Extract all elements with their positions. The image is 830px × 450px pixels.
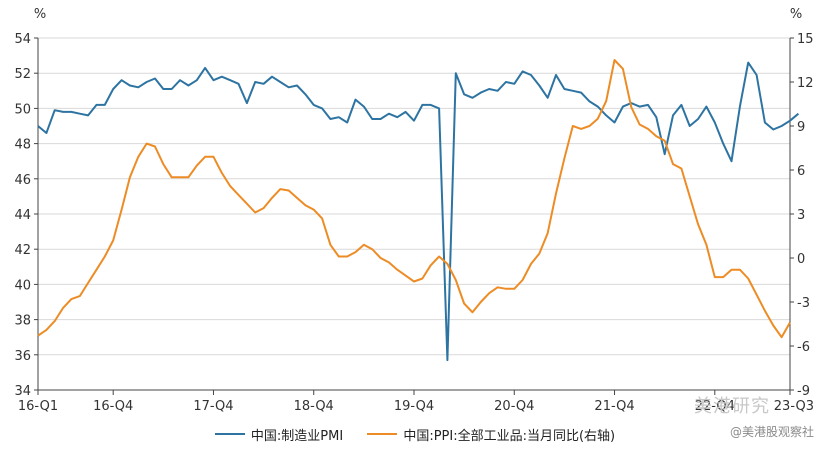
right-tick-label: 9 bbox=[797, 120, 805, 135]
right-axis-ticks: -9 -6 -3 0 3 6 9 12 15 bbox=[790, 32, 814, 399]
right-tick-label: -3 bbox=[797, 296, 810, 311]
legend-label-pmi: 中国:制造业PMI bbox=[250, 428, 344, 444]
left-tick-label: 40 bbox=[14, 278, 31, 293]
legend: 中国:制造业PMI 中国:PPI:全部工业品:当月同比(右轴) bbox=[0, 424, 830, 444]
legend-swatch-pmi bbox=[214, 433, 245, 435]
gridlines bbox=[38, 37, 790, 356]
right-tick-label: 12 bbox=[797, 76, 814, 91]
x-tick-label: 17-Q4 bbox=[193, 399, 233, 414]
x-axis-ticks: 16-Q1 16-Q4 17-Q4 18-Q4 19-Q4 20-Q4 21-Q4 22-Q4… bbox=[18, 390, 814, 414]
left-tick-label: 34 bbox=[14, 384, 31, 399]
legend-item-ppi: 中国:PPI:全部工业品:当月同比(右轴) bbox=[367, 425, 615, 444]
watermark-text: @美港股观察社 bbox=[729, 425, 814, 439]
x-tick-label: 16-Q4 bbox=[93, 399, 133, 414]
left-axis-unit: % bbox=[34, 7, 46, 22]
x-tick-label: 19-Q4 bbox=[394, 399, 434, 414]
left-tick-label: 38 bbox=[14, 314, 31, 329]
left-axis-ticks: 34 36 38 40 42 44 46 48 50 52 54 bbox=[14, 32, 38, 399]
left-tick-label: 46 bbox=[14, 173, 31, 188]
series-line-pmi bbox=[37, 61, 800, 362]
x-tick-label: 20-Q4 bbox=[494, 399, 534, 414]
left-tick-label: 44 bbox=[14, 208, 31, 223]
series-lines bbox=[37, 59, 800, 362]
left-tick-label: 50 bbox=[14, 102, 31, 117]
left-tick-label: 42 bbox=[14, 243, 31, 258]
legend-item-pmi: 中国:制造业PMI bbox=[214, 425, 344, 444]
left-tick-label: 52 bbox=[14, 67, 31, 82]
left-tick-label: 36 bbox=[14, 349, 31, 364]
right-tick-label: -6 bbox=[797, 340, 810, 355]
right-tick-label: 3 bbox=[797, 208, 805, 223]
x-tick-label: 18-Q4 bbox=[294, 399, 334, 414]
right-tick-label: 0 bbox=[797, 252, 805, 267]
series-line-ppi bbox=[37, 59, 791, 339]
right-tick-label: -9 bbox=[797, 384, 810, 399]
x-tick-label: 16-Q1 bbox=[18, 399, 58, 414]
x-tick-label: 21-Q4 bbox=[594, 399, 634, 414]
x-tick-label: 22-Q4 bbox=[695, 399, 735, 414]
watermark-logo: 美港研究 bbox=[694, 396, 770, 417]
x-tick-label: 23-Q3 bbox=[774, 399, 814, 414]
right-tick-label: 15 bbox=[797, 32, 814, 47]
legend-label-ppi: 中国:PPI:全部工业品:当月同比(右轴) bbox=[403, 428, 616, 444]
left-tick-label: 54 bbox=[14, 32, 31, 47]
right-axis-unit: % bbox=[790, 7, 802, 22]
legend-swatch-ppi bbox=[367, 433, 398, 435]
left-tick-label: 48 bbox=[14, 138, 31, 153]
right-tick-label: 6 bbox=[797, 164, 805, 179]
